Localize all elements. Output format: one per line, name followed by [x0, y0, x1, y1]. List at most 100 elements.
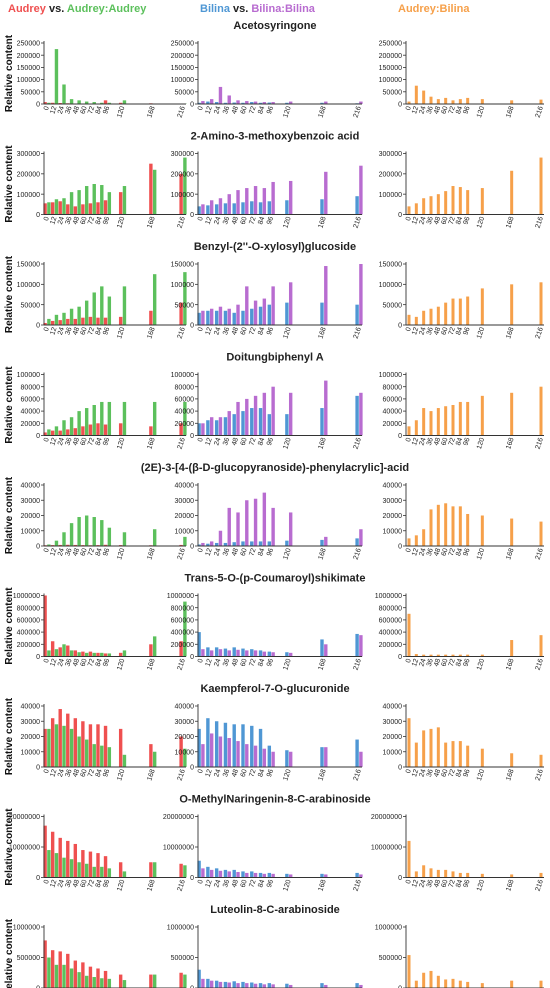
bar-mid-s2-t96 — [271, 181, 275, 215]
bar-mid-s1-t168 — [320, 199, 324, 215]
bar-left-s2-t24 — [62, 644, 66, 657]
bar-left-s2-t48 — [77, 190, 81, 215]
bar-right-s1-t216 — [539, 386, 543, 436]
bar-mid-s2-t24 — [218, 306, 223, 325]
bar-mid-s1-t60 — [241, 648, 245, 657]
x-tick-label: 96 — [463, 437, 472, 447]
bar-left-s2-t168 — [152, 636, 157, 657]
bar-left-s2-t72 — [92, 405, 96, 436]
y-tick-label: 10000000 — [163, 845, 194, 852]
x-tick-label: 0 — [405, 437, 413, 443]
y-tick-label: 20000 — [175, 421, 195, 428]
x-tick-label: 12 — [205, 326, 214, 336]
bar-mid-s1-t0 — [197, 206, 201, 215]
y-tick-label: 1000000 — [13, 925, 40, 932]
x-tick-label: 24 — [213, 216, 222, 226]
bar-mid-s2-t168 — [324, 101, 328, 104]
bar-right-s1-t60 — [444, 979, 448, 988]
bar-left-s1-t84 — [96, 202, 100, 215]
bar-mid-s1-t72 — [250, 308, 254, 325]
bar-mid-s2-t36 — [227, 650, 231, 657]
y-axis-label: Relative content — [4, 145, 15, 223]
y-tick-label: 1000000 — [167, 593, 194, 600]
chart-row-1: Acetosyringone Relative content 0 50000 1000… — [4, 20, 545, 119]
bar-left-s2-t168 — [152, 169, 157, 215]
bar-mid-s2-t36 — [227, 982, 231, 988]
y-tick-label: 0 — [190, 765, 194, 772]
bar-right-s1-t96 — [466, 97, 470, 104]
x-tick-label: 168 — [146, 547, 156, 560]
bar-mid-s1-t24 — [214, 310, 219, 325]
x-tick-label: 0 — [197, 216, 205, 222]
bar-left-s1-t84 — [96, 724, 100, 767]
bar-mid-s2-t0 — [201, 101, 205, 104]
x-tick-label: 0 — [405, 326, 413, 332]
bar-left-s2-t12 — [54, 314, 59, 325]
x-tick-label: 84 — [257, 216, 266, 226]
bar-mid-s1-t84 — [258, 408, 263, 436]
bar-right-s1-t12 — [414, 742, 418, 767]
bar-left-s2-t216 — [183, 748, 187, 767]
y-tick-label: 300000 — [17, 151, 40, 158]
x-tick-label: 84 — [455, 547, 464, 557]
y-tick-label: 150000 — [17, 262, 40, 269]
x-tick-label: 120 — [282, 216, 292, 229]
x-tick-label: 36 — [65, 768, 74, 778]
bar-mid-s2-t12 — [209, 541, 214, 546]
x-tick-label: 24 — [57, 105, 66, 115]
x-tick-label: 120 — [282, 326, 292, 339]
bar-left-s1-t216 — [179, 641, 183, 657]
x-tick-label: 12 — [411, 547, 420, 557]
bar-left-s1-t72 — [88, 651, 93, 657]
bar-right-s1-t36 — [429, 970, 433, 988]
x-tick-label: 120 — [282, 879, 292, 892]
bar-mid-s1-t60 — [241, 871, 245, 878]
x-tick-label: 60 — [240, 105, 249, 115]
x-tick-label: 168 — [146, 768, 156, 781]
bar-left-s1-t168 — [149, 862, 153, 878]
bar-left-s2-t36 — [69, 523, 74, 547]
bar-right-s1-t48 — [436, 194, 440, 215]
bar-right-s1-t216 — [539, 635, 543, 657]
bar-left-s1-t24 — [58, 103, 62, 104]
x-tick-label: 48 — [72, 768, 81, 778]
bar-left-s2-t120 — [122, 754, 127, 767]
bar-left-s2-t168 — [152, 751, 157, 767]
panel-left: Relative content 010000020000030000001224… — [4, 145, 187, 230]
bar-left-s2-t120 — [122, 980, 127, 988]
x-tick-label: 96 — [463, 547, 472, 557]
bar-mid-s1-t36 — [223, 203, 228, 215]
bar-left-s1-t36 — [66, 318, 70, 325]
y-tick-label: 600000 — [17, 618, 40, 625]
bar-mid-s1-t84 — [258, 202, 263, 215]
bar-mid-s2-t36 — [227, 411, 231, 436]
bar-mid-s1-t12 — [206, 543, 210, 546]
bar-left-s2-t84 — [100, 866, 104, 878]
y-tick-label: 100000 — [17, 77, 40, 84]
y-axis-label: Relative content — [4, 808, 15, 886]
y-tick-label: 200000 — [17, 642, 40, 649]
bar-left-s2-t120 — [122, 650, 127, 657]
bar-right-s1-t216 — [539, 99, 543, 104]
bar-left-s1-t120 — [118, 862, 123, 878]
bar-left-s2-t60 — [84, 863, 89, 878]
x-tick-label: 36 — [426, 658, 435, 668]
bar-mid-s2-t60 — [245, 872, 249, 878]
x-tick-label: 24 — [57, 216, 66, 226]
bar-mid-s1-t48 — [232, 542, 236, 546]
bar-left-s2-t48 — [77, 306, 81, 325]
bar-mid-s2-t48 — [236, 304, 240, 325]
bar-left-s2-t84 — [100, 745, 104, 767]
panel-right: 0500000100000001224364860728496120168216 — [375, 925, 544, 988]
chart-title: O-MethylNaringenin-8-C-arabinoside — [179, 794, 370, 806]
bar-left-s1-t60 — [81, 545, 85, 546]
y-tick-label: 100000 — [379, 282, 402, 289]
bar-left-s1-t168 — [149, 426, 153, 436]
bar-left-s1-t120 — [118, 728, 123, 768]
bar-left-s2-t216 — [183, 401, 187, 436]
y-tick-label: 50000 — [21, 302, 41, 309]
